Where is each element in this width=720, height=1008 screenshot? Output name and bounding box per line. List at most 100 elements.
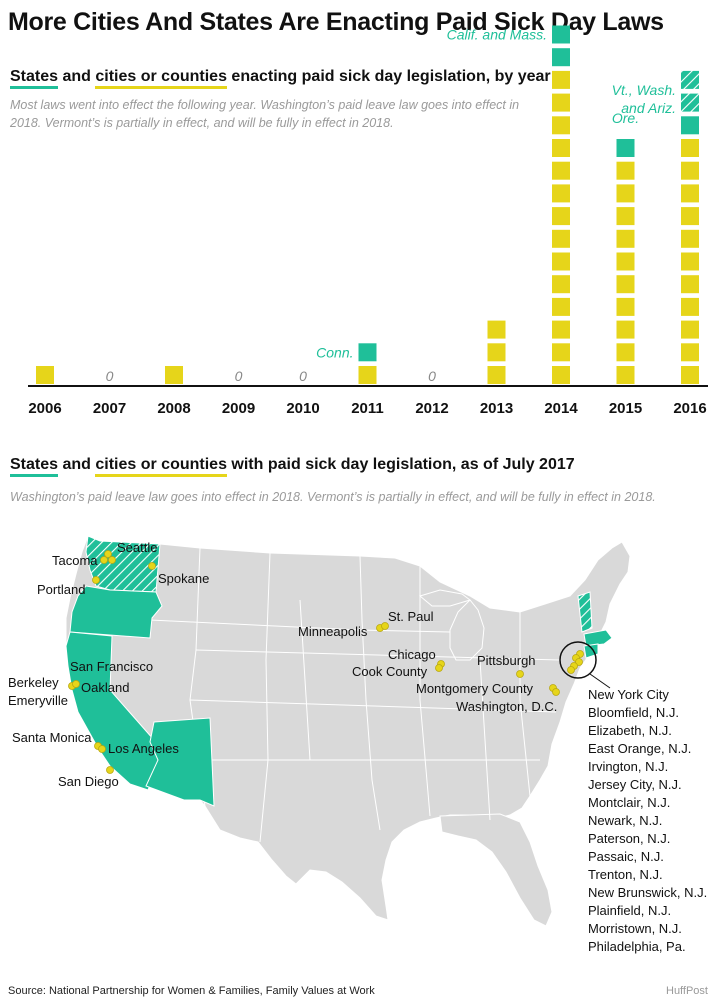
bar-city-2016 [681,343,699,362]
label-cook-county: Cook County [352,664,428,679]
tick-label-2011: 2011 [351,400,384,417]
brand-logo: HuffPost [666,985,708,997]
tick-label-2006: 2006 [28,400,61,417]
vermont-state [577,591,593,633]
label-los-angeles: Los Angeles [108,741,179,756]
bar-city-2006 [36,366,54,384]
tick-label-2007: 2007 [93,400,126,417]
ny-list-item: Irvington, N.J. [588,759,669,774]
label-santa-monica: Santa Monica [12,730,92,745]
ny-list-item: New York City [588,687,669,702]
tick-label-2010: 2010 [286,400,319,417]
bar-state-2015 [616,139,635,157]
bar-city-2016 [681,161,699,180]
bar-city-2015 [616,184,635,203]
dot-portland [92,576,100,584]
bar-chart: 2006 0 2007 2008 0 2009 0 2010 2011 0 2012 2013 2014… [28,25,708,417]
bar-city-2014 [552,343,570,362]
dot-tacoma [100,556,108,564]
tick-label-2015: 2015 [609,400,642,417]
bar-city-2016 [681,184,699,203]
map-heading-and: and [58,456,96,473]
bar-city-2013 [487,343,506,362]
michigan-shape [418,589,485,661]
source-note: Source: National Partnership for Women &… [8,985,375,997]
label-berkeley: Berkeley [8,675,59,690]
bar-city-2014 [552,70,570,89]
map-heading-states: States [10,456,59,477]
label-chicago: Chicago [388,647,436,662]
california-state [65,631,161,791]
heading-and: and [58,68,96,85]
dot-pittsburgh [516,670,524,678]
ny-list-item: Montclair, N.J. [588,795,671,810]
ny-list-item: New Brunswick, N.J. [588,885,708,900]
dot-oakland [72,680,80,688]
arizona-state [145,717,215,807]
bar-city-2015 [616,297,635,316]
label-emeryville: Emeryville [8,693,68,708]
bar-city-2015 [616,320,635,339]
bar-city-2015 [616,275,635,294]
dot-ny-3 [575,658,583,666]
map-heading-rest: with paid sick day legislation, as of Ju… [226,456,575,473]
bar-state-2016 [681,116,699,135]
bar-city-2014 [552,116,570,135]
label-tacoma: Tacoma [52,553,98,568]
bar-city-2014 [552,161,570,180]
ny-list-item: Philadelphia, Pa. [588,939,686,954]
bar-state-2014 [552,48,570,67]
label-washington-dc: Washington, D.C. [456,699,557,714]
label-portland: Portland [37,582,85,597]
bar-city-2015 [616,229,635,248]
dot-dc [552,688,560,696]
zero-label-2010: 0 [299,368,307,384]
bar-city-2008 [165,366,183,384]
label-spokane: Spokane [158,571,209,586]
us-map: Seattle Tacoma Spokane Portland St. Paul… [8,535,631,927]
label-seattle: Seattle [117,540,157,555]
label-minneapolis: Minneapolis [298,624,368,639]
bar-city-2013 [487,320,506,339]
bar-city-2016 [681,207,699,226]
bar-city-2014 [552,297,570,316]
bar-state-2014 [552,25,570,44]
dot-seattle [104,550,112,558]
tick-label-2013: 2013 [480,400,513,417]
bar-city-2016 [681,320,699,339]
oregon-state [69,585,163,639]
florida-shape [439,813,553,927]
bar-city-2015 [616,252,635,271]
annotation-2016-line1: Vt., Wash. [612,82,676,98]
bar-city-2014 [552,252,570,271]
ny-list-item: East Orange, N.J. [588,741,692,756]
annotation-2014: Calif. and Mass. [447,27,547,43]
bar-state-2011 [358,343,377,362]
ny-list-item: Paterson, N.J. [588,831,671,846]
ny-list-item: Plainfield, N.J. [588,903,672,918]
annotation-2016-line2: and Ariz. [621,100,676,116]
bar-city-2015 [616,366,635,384]
ny-area-list: New York City Bloomfield, N.J. Elizabeth, … [588,686,707,956]
map-heading-cities: cities or counties [95,456,227,477]
bar-city-2014 [552,207,570,226]
bar-city-2014 [552,229,570,248]
annotation-2015: Ore. [612,110,639,126]
label-montgomery: Montgomery County [416,681,534,696]
bar-city-2011 [358,366,377,384]
bar-city-2015 [616,343,635,362]
map-note: Washington’s paid leave law goes into ef… [10,490,656,504]
annotation-2011: Conn. [316,344,353,360]
label-st-paul: St. Paul [388,609,434,624]
chart-note: Most laws went into effect the following… [10,98,520,130]
bar-city-2016 [681,252,699,271]
dot-tacoma-2 [108,556,116,564]
ny-list-item: Trenton, N.J. [588,867,663,882]
ny-list-item: Passaic, N.J. [588,849,664,864]
heading-states: States [10,68,59,89]
label-oakland: Oakland [81,680,129,695]
heading-cities: cities or counties [95,68,227,89]
bar-city-2015 [616,207,635,226]
dot-ny-5 [567,666,575,674]
ny-list-item: Bloomfield, N.J. [588,705,680,720]
